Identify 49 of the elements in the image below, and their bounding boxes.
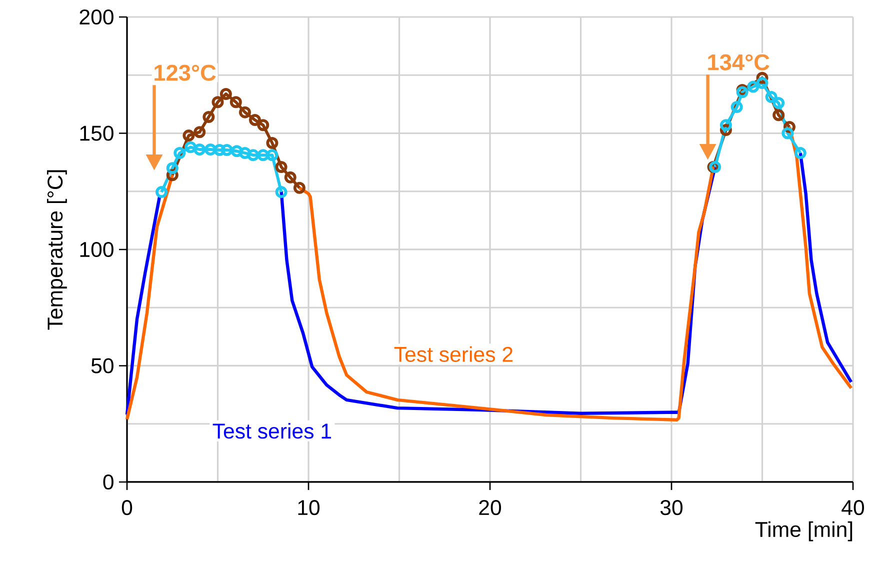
point bbox=[275, 160, 288, 173]
x-tick-label: 30 bbox=[660, 500, 683, 516]
point bbox=[214, 144, 226, 156]
series-label: Test series 2 bbox=[394, 346, 512, 362]
x-tick-label: 0 bbox=[122, 500, 132, 516]
point bbox=[238, 106, 251, 118]
point bbox=[257, 119, 270, 132]
y-tick-label: 200 bbox=[80, 9, 114, 25]
point bbox=[266, 149, 278, 162]
y-tick-label: 50 bbox=[91, 358, 114, 374]
point bbox=[220, 88, 232, 100]
x-tick-label: 10 bbox=[298, 500, 320, 516]
point bbox=[247, 149, 260, 162]
point bbox=[212, 96, 224, 108]
y-tick-label: 0 bbox=[103, 474, 114, 490]
point bbox=[736, 86, 748, 98]
point bbox=[266, 137, 278, 150]
point bbox=[756, 77, 768, 90]
point bbox=[730, 100, 743, 113]
point bbox=[747, 80, 760, 93]
point bbox=[772, 97, 785, 110]
point bbox=[765, 90, 778, 103]
point bbox=[184, 141, 197, 154]
x-tick-label: 20 bbox=[479, 500, 502, 516]
point bbox=[248, 114, 261, 126]
y-axis-title: Temperature [°C] bbox=[47, 170, 67, 330]
point bbox=[166, 162, 178, 174]
annotation: 134°C bbox=[708, 54, 770, 70]
annotation: 123°C bbox=[154, 64, 216, 81]
point bbox=[182, 130, 195, 142]
point bbox=[204, 144, 217, 156]
point bbox=[230, 96, 242, 108]
point bbox=[230, 145, 243, 158]
x-tick-label: 40 bbox=[842, 500, 864, 516]
point bbox=[284, 171, 296, 184]
point bbox=[174, 147, 186, 160]
point bbox=[782, 127, 794, 140]
point bbox=[772, 109, 785, 122]
point bbox=[220, 144, 233, 156]
y-tick-label: 100 bbox=[80, 242, 114, 258]
point bbox=[257, 149, 270, 162]
x-axis-title: Time [min] bbox=[755, 521, 852, 542]
point bbox=[238, 147, 251, 160]
point bbox=[194, 144, 206, 156]
point bbox=[202, 110, 215, 123]
point bbox=[720, 119, 732, 132]
point bbox=[194, 126, 206, 138]
series-label: Test series 1 bbox=[212, 423, 331, 439]
y-tick-label: 150 bbox=[80, 126, 114, 141]
